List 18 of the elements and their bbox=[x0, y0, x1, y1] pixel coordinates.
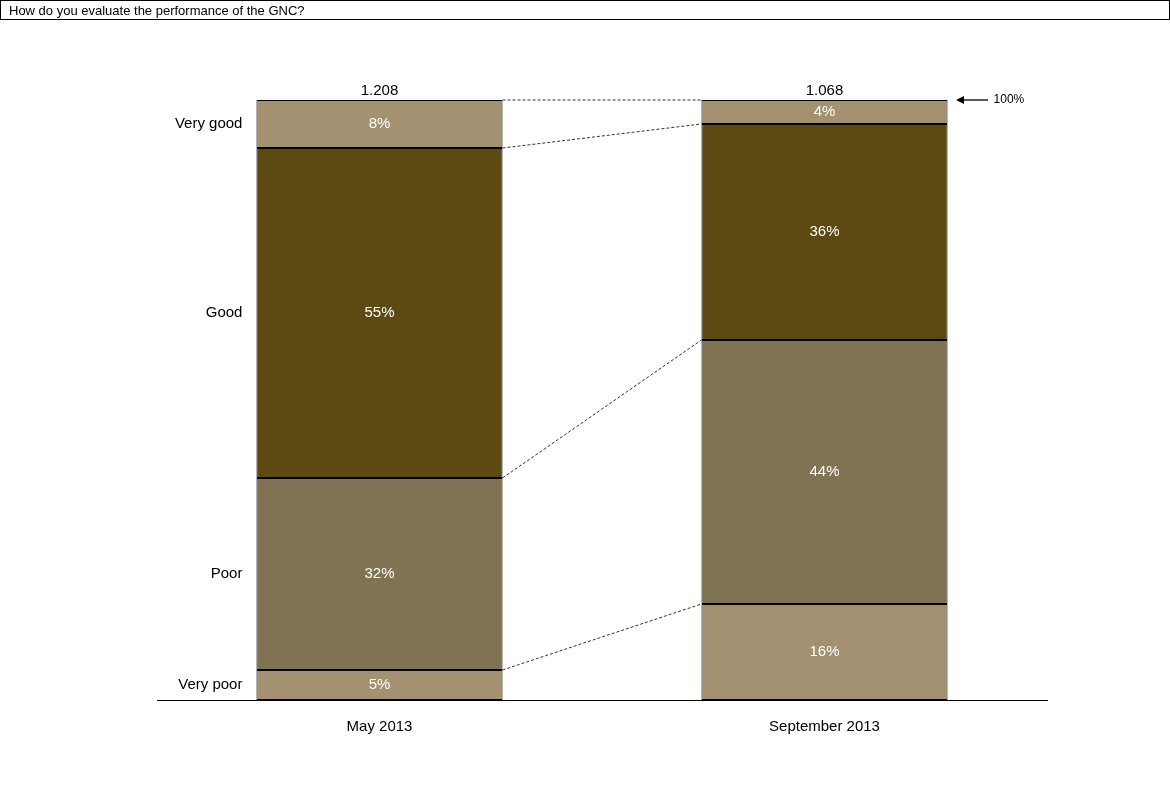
series-label: Very good bbox=[174, 114, 243, 132]
annotation: 1.208 bbox=[360, 80, 399, 98]
data-label: 5% bbox=[368, 675, 391, 693]
data-label: 55% bbox=[364, 303, 395, 321]
series-label: Poor bbox=[210, 564, 243, 582]
data-label: 4% bbox=[813, 102, 836, 120]
data-label: 8% bbox=[368, 114, 391, 132]
chart-title: How do you evaluate the performance of the GNC? bbox=[0, 0, 1170, 20]
annotation: 1.068 bbox=[805, 80, 844, 98]
series-label: Very poor bbox=[178, 675, 243, 693]
x-tick-label: September 2013 bbox=[769, 717, 880, 735]
annotation: 100% bbox=[993, 92, 1025, 107]
data-label: 36% bbox=[809, 222, 840, 240]
series-label: Good bbox=[205, 303, 243, 321]
data-label: 32% bbox=[364, 564, 395, 582]
data-label: 44% bbox=[809, 462, 840, 480]
x-tick-label: May 2013 bbox=[346, 717, 413, 735]
data-label: 16% bbox=[809, 642, 840, 660]
